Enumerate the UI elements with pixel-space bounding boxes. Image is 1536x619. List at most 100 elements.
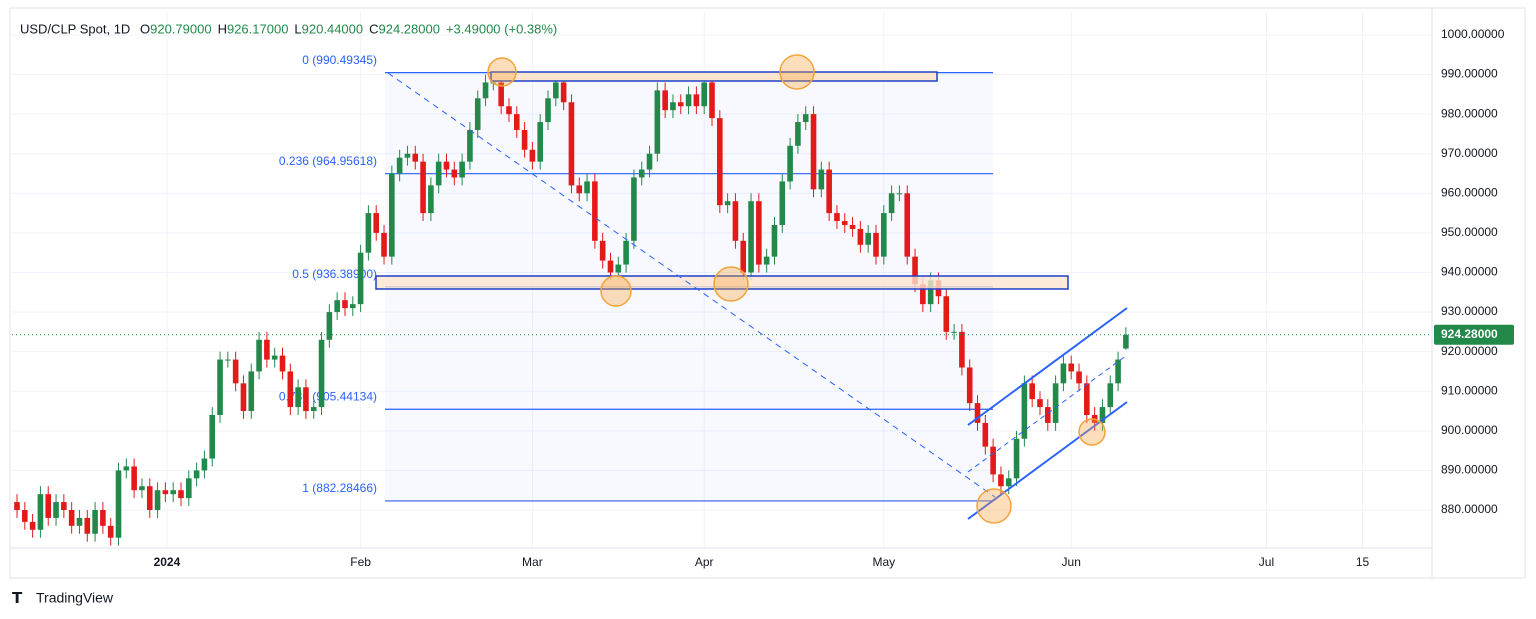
resistance-box — [490, 71, 938, 82]
change: +3.49000 (+0.38%) — [446, 21, 557, 36]
candle-body — [209, 414, 216, 459]
candle-body — [1060, 363, 1067, 384]
candle-body — [513, 114, 520, 130]
candle-body — [225, 359, 231, 361]
candle-body — [896, 193, 903, 195]
candle-body — [506, 106, 512, 115]
candle-body — [834, 213, 840, 222]
candle-body — [84, 517, 91, 534]
x-tick-label: Mar — [522, 555, 543, 569]
candle-body — [443, 161, 450, 170]
y-tick-label: 950.00000 — [1441, 225, 1498, 239]
candle-body — [1005, 478, 1012, 487]
candle-body — [326, 312, 333, 340]
candle-body — [779, 181, 786, 225]
candle-body — [342, 300, 348, 309]
candle-body — [638, 169, 645, 178]
x-tick-label: Jun — [1062, 555, 1081, 569]
candle-body — [849, 224, 856, 229]
y-tick-label: 1000.00000 — [1441, 27, 1505, 41]
y-tick-label: 970.00000 — [1441, 146, 1498, 160]
candle-body — [349, 304, 356, 309]
candle-body — [482, 82, 489, 99]
candle-body — [185, 478, 192, 499]
candle-body — [14, 502, 20, 510]
x-tick-label: Feb — [350, 555, 371, 569]
candle-body — [357, 252, 364, 305]
candle-body — [131, 466, 137, 491]
x-tick-label: 15 — [1356, 555, 1370, 569]
candle-body — [584, 181, 590, 194]
candle-body — [178, 490, 184, 499]
candle-body — [29, 521, 36, 530]
candle-body — [123, 466, 130, 471]
candle-body — [146, 486, 153, 510]
candle-body — [537, 122, 544, 162]
candle-body — [1037, 399, 1043, 408]
candle-body — [654, 90, 661, 154]
candle-body — [607, 260, 614, 273]
y-tick-label: 980.00000 — [1441, 106, 1498, 120]
candle-body — [553, 82, 559, 99]
fib-label: 1 (882.28466) — [302, 481, 377, 495]
candle-body — [412, 153, 419, 162]
candle-body — [841, 221, 848, 225]
candle-body — [162, 490, 169, 495]
candle-body — [217, 359, 223, 415]
candle-body — [1076, 371, 1082, 384]
candle-body — [982, 422, 989, 447]
candle-body — [662, 90, 668, 111]
y-tick-label: 900.00000 — [1441, 423, 1498, 437]
candle-body — [240, 383, 247, 412]
candle-body — [826, 169, 832, 214]
candle-body — [857, 228, 864, 245]
candle-body — [389, 173, 395, 257]
candle-body — [748, 201, 754, 273]
candle-body — [912, 256, 918, 285]
candle-body — [646, 153, 653, 170]
candle-body — [498, 82, 504, 107]
candle-body — [568, 102, 575, 186]
candle-body — [943, 296, 950, 332]
candle-body — [787, 145, 793, 182]
ohlc-value: 920.44000 — [302, 21, 363, 36]
trend-line — [387, 72, 996, 498]
candle-body — [693, 94, 700, 107]
candle-body — [256, 339, 262, 372]
candle-body — [61, 502, 67, 510]
candle-body — [802, 114, 809, 123]
candle-body — [287, 371, 294, 408]
candle-body — [37, 494, 44, 530]
candle-body — [810, 114, 817, 190]
candle-body — [271, 355, 278, 360]
channel-upper — [967, 307, 1128, 426]
x-tick-label: May — [872, 555, 895, 569]
candle-body — [396, 157, 403, 174]
candle-body — [435, 161, 442, 186]
y-tick-label: 890.00000 — [1441, 463, 1498, 477]
candle-body — [420, 161, 426, 214]
candle-body — [428, 185, 434, 214]
candle-body — [521, 129, 528, 150]
candle-body — [756, 201, 762, 265]
candle-body — [1123, 334, 1129, 349]
candle-body — [865, 232, 871, 245]
candle-body — [459, 161, 465, 178]
candle-body — [990, 446, 996, 475]
candle-body — [732, 201, 739, 241]
candle-body — [373, 213, 380, 233]
candle-body — [998, 474, 1004, 487]
candle-body — [1107, 383, 1114, 408]
candle-body — [1052, 383, 1059, 423]
candle-body — [318, 339, 325, 408]
candle-body — [763, 256, 770, 265]
chart-frame — [9, 7, 1526, 579]
candle-body — [107, 525, 114, 538]
marker-circle — [713, 266, 749, 302]
candle-body — [404, 153, 411, 158]
candle-body — [1013, 438, 1020, 479]
ohlc-value: 926.17000 — [227, 21, 288, 36]
candle-body — [599, 240, 606, 261]
candle-body — [888, 193, 895, 214]
fib-label: 0.236 (964.95618) — [279, 154, 377, 168]
